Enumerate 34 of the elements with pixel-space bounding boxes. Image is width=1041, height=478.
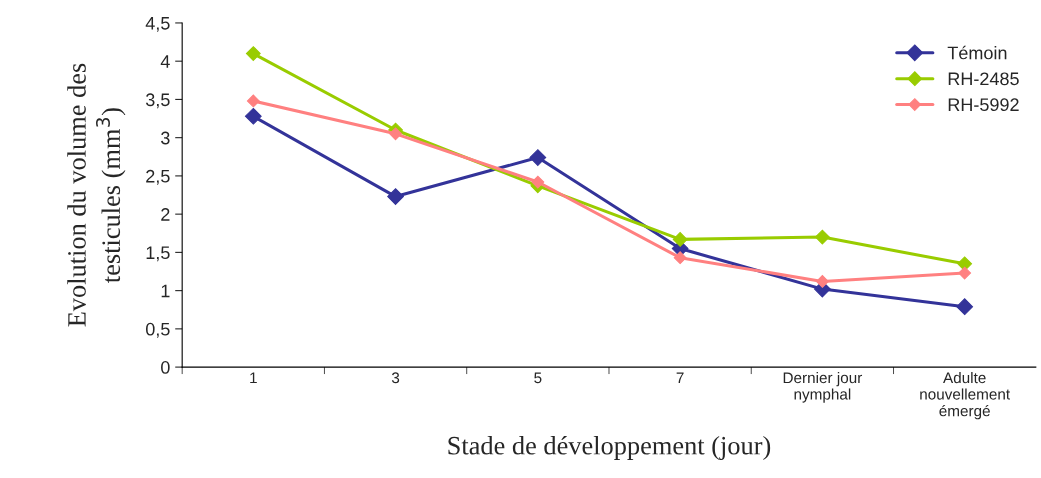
point <box>956 298 974 316</box>
y-tick-label: 3 <box>161 131 170 145</box>
x-tick-label: 7 <box>676 372 684 384</box>
x-tick-label: 3 <box>391 372 400 384</box>
x-axis-title: Stade de développement (jour) <box>448 436 771 460</box>
legend-label: RH-5992 <box>948 98 1019 112</box>
x-tick-label: 5 <box>534 372 542 384</box>
y-tick-label: 1,5 <box>146 246 170 262</box>
legend-label: Témoin <box>947 45 1007 60</box>
y-axis-title: Evolution du volume des testicules (mm$^{3}$) <box>67 63 126 327</box>
point <box>389 127 402 141</box>
y-tick-label: 1 <box>161 284 170 298</box>
point <box>672 231 688 247</box>
y-tick-label: 4 <box>160 55 170 68</box>
point <box>529 149 547 166</box>
x-tick-label: Dernier jour nymphal <box>783 371 863 403</box>
point <box>815 275 829 288</box>
point <box>958 266 972 280</box>
point <box>246 94 260 108</box>
y-tick-label: 0,5 <box>145 322 170 338</box>
point <box>387 188 404 205</box>
point <box>673 251 687 265</box>
point <box>815 229 830 245</box>
x-tick-label: 1 <box>250 372 257 384</box>
point <box>531 175 545 189</box>
y-tick-label: 2,5 <box>146 169 170 185</box>
legend-label: RH-2485 <box>948 72 1019 86</box>
y-tick-label: 2 <box>161 208 170 221</box>
point <box>244 107 262 125</box>
y-tick-label: 3,5 <box>145 93 170 109</box>
y-tick-label: 4,5 <box>145 17 170 32</box>
point <box>245 46 261 61</box>
x-tick-label: Adulte nouvellement émergé <box>920 371 1010 420</box>
y-tick-label: 0 <box>161 361 170 374</box>
